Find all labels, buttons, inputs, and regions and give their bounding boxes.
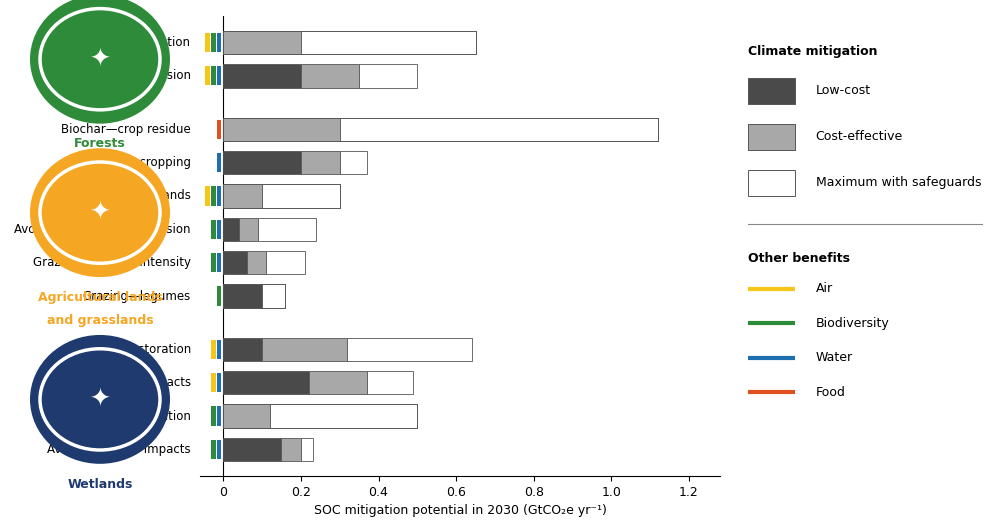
Bar bbox=[217, 253, 221, 272]
Ellipse shape bbox=[40, 162, 160, 263]
Bar bbox=[340, 151, 367, 174]
Text: Food: Food bbox=[816, 386, 845, 399]
Bar bbox=[223, 31, 476, 54]
Bar bbox=[205, 66, 210, 86]
Bar bbox=[223, 404, 270, 428]
Text: Biodiversity: Biodiversity bbox=[816, 317, 889, 330]
Bar bbox=[217, 373, 221, 393]
Bar bbox=[211, 340, 216, 359]
Bar bbox=[223, 338, 262, 361]
Bar bbox=[367, 371, 413, 395]
Ellipse shape bbox=[30, 148, 170, 277]
Bar bbox=[262, 338, 347, 361]
Text: ✦: ✦ bbox=[90, 387, 110, 412]
Bar bbox=[301, 151, 340, 174]
Bar bbox=[211, 186, 216, 206]
Bar bbox=[223, 184, 340, 207]
Text: Water: Water bbox=[816, 351, 853, 364]
Text: Climate mitigation: Climate mitigation bbox=[748, 45, 878, 58]
Bar bbox=[270, 404, 417, 428]
Bar bbox=[223, 117, 340, 141]
Bar bbox=[340, 117, 658, 141]
Bar bbox=[266, 251, 305, 275]
Bar bbox=[211, 33, 216, 52]
Bar bbox=[217, 340, 221, 359]
Bar bbox=[301, 64, 359, 88]
Bar bbox=[217, 33, 221, 52]
Bar bbox=[223, 117, 658, 141]
Bar bbox=[262, 184, 340, 207]
Text: and grasslands: and grasslands bbox=[47, 314, 153, 327]
Text: Agricultural lands: Agricultural lands bbox=[38, 291, 162, 304]
Bar bbox=[217, 66, 221, 86]
Ellipse shape bbox=[30, 335, 170, 464]
Bar bbox=[217, 186, 221, 206]
Bar bbox=[301, 438, 313, 461]
Bar bbox=[211, 66, 216, 86]
Text: Wetlands: Wetlands bbox=[67, 478, 133, 490]
Bar bbox=[223, 284, 285, 308]
Bar bbox=[223, 284, 262, 308]
Ellipse shape bbox=[40, 8, 160, 110]
Bar bbox=[748, 124, 795, 150]
Bar bbox=[217, 120, 221, 139]
Text: ✦: ✦ bbox=[90, 47, 110, 71]
Bar bbox=[205, 186, 210, 206]
Bar bbox=[247, 251, 266, 275]
Text: Low-cost: Low-cost bbox=[816, 85, 871, 97]
Bar bbox=[239, 217, 258, 241]
Bar bbox=[217, 153, 221, 172]
Bar bbox=[223, 151, 301, 174]
Text: Air: Air bbox=[816, 282, 833, 295]
Bar bbox=[217, 440, 221, 459]
Bar bbox=[262, 284, 285, 308]
Bar bbox=[258, 217, 316, 241]
Text: Other benefits: Other benefits bbox=[748, 252, 850, 265]
Bar bbox=[211, 406, 216, 426]
Bar bbox=[217, 286, 221, 306]
Bar bbox=[359, 64, 417, 88]
Bar bbox=[211, 253, 216, 272]
Bar bbox=[211, 373, 216, 393]
X-axis label: SOC mitigation potential in 2030 (GtCO₂e yr⁻¹): SOC mitigation potential in 2030 (GtCO₂e… bbox=[314, 504, 606, 517]
Bar bbox=[223, 184, 262, 207]
Bar bbox=[217, 220, 221, 239]
Bar bbox=[281, 438, 301, 461]
Bar bbox=[223, 371, 309, 395]
Bar bbox=[211, 220, 216, 239]
Bar bbox=[217, 406, 221, 426]
Ellipse shape bbox=[40, 349, 160, 450]
Text: Maximum with safeguards: Maximum with safeguards bbox=[816, 177, 981, 189]
Bar bbox=[223, 31, 301, 54]
Bar bbox=[223, 404, 417, 428]
Text: ✦: ✦ bbox=[90, 200, 110, 225]
Bar bbox=[223, 64, 301, 88]
Bar bbox=[205, 33, 210, 52]
Bar bbox=[223, 251, 247, 275]
Bar bbox=[223, 438, 281, 461]
Bar bbox=[748, 170, 795, 196]
Bar bbox=[748, 78, 795, 104]
Bar bbox=[347, 338, 472, 361]
Bar bbox=[301, 31, 476, 54]
Ellipse shape bbox=[30, 0, 170, 124]
Bar bbox=[223, 217, 239, 241]
Text: Cost-effective: Cost-effective bbox=[816, 131, 903, 143]
Bar bbox=[309, 371, 367, 395]
Bar bbox=[211, 440, 216, 459]
Text: Forests: Forests bbox=[74, 138, 126, 150]
